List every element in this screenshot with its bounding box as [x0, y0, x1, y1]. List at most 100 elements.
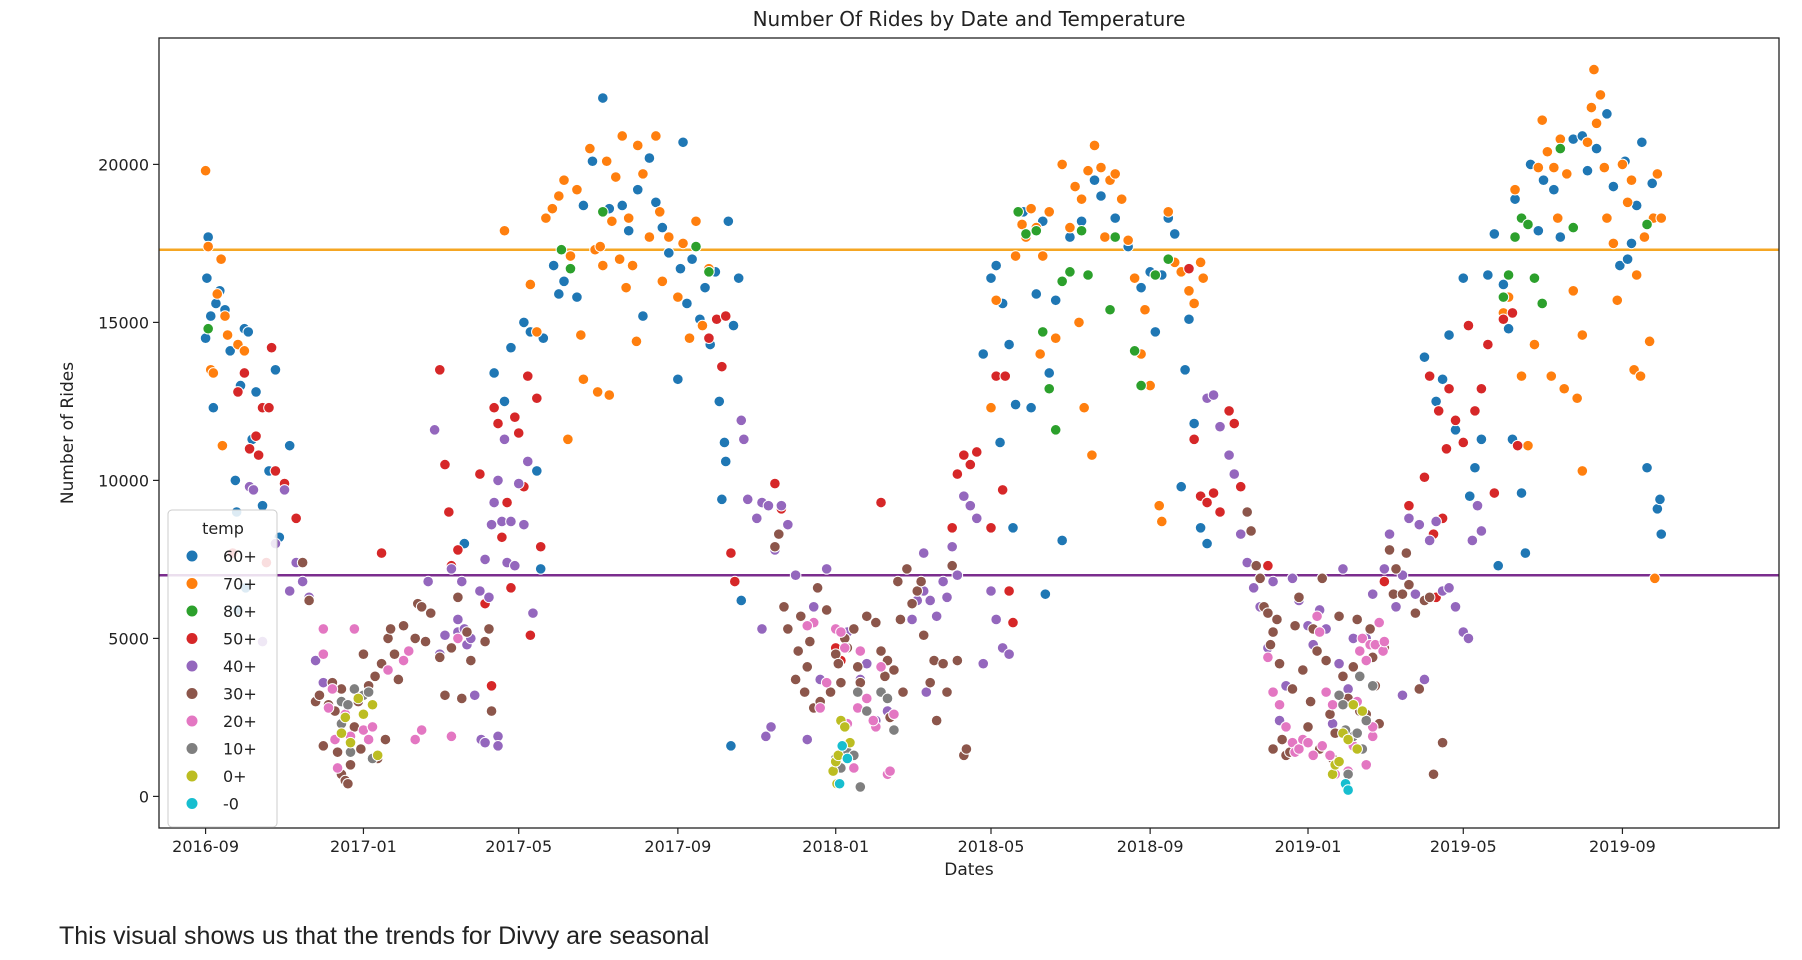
- data-point: [1175, 480, 1188, 493]
- data-point: [888, 724, 900, 736]
- data-point: [958, 490, 970, 503]
- data-point: [439, 629, 451, 642]
- data-point: [1536, 114, 1549, 126]
- y-tick-label: 0: [139, 787, 149, 806]
- legend-marker: [185, 549, 199, 563]
- data-point: [1409, 588, 1422, 600]
- data-point: [1188, 417, 1200, 430]
- data-point: [564, 262, 577, 275]
- data-point: [750, 512, 763, 525]
- data-point: [199, 332, 212, 345]
- data-point: [488, 367, 500, 379]
- data-point: [683, 332, 696, 345]
- data-point: [804, 635, 816, 648]
- data-point: [232, 386, 244, 398]
- data-point: [586, 155, 599, 168]
- data-point: [1576, 329, 1589, 341]
- data-point: [807, 601, 820, 613]
- data-point: [562, 433, 574, 446]
- legend-label: 20+: [223, 712, 257, 731]
- legend-label: 50+: [223, 630, 257, 649]
- data-point: [1153, 499, 1166, 512]
- data-point: [1307, 749, 1319, 762]
- data-point: [1326, 768, 1339, 781]
- data-point: [1430, 395, 1442, 408]
- data-point: [772, 528, 785, 540]
- data-point: [1009, 398, 1022, 411]
- y-axis: 0 5000 10000 15000 20000: [98, 155, 159, 806]
- data-point: [970, 512, 983, 525]
- data-point: [521, 370, 534, 382]
- legend-label: 60+: [223, 547, 257, 566]
- data-point: [384, 623, 397, 635]
- data-point: [1262, 651, 1274, 664]
- data-point: [1353, 645, 1366, 657]
- data-point: [402, 645, 415, 657]
- data-point: [924, 594, 936, 607]
- data-point: [851, 661, 864, 673]
- data-point: [269, 364, 282, 376]
- data-point: [1012, 206, 1024, 218]
- data-point: [937, 575, 949, 588]
- data-point: [860, 705, 873, 717]
- data-point: [1128, 272, 1141, 284]
- data-point: [512, 427, 525, 439]
- data-point: [238, 367, 251, 379]
- data-point: [1149, 326, 1162, 338]
- data-point: [445, 563, 458, 575]
- data-point: [505, 341, 517, 354]
- data-point: [1347, 661, 1360, 673]
- data-point: [571, 183, 583, 196]
- data-point: [1095, 161, 1107, 174]
- data-point: [1351, 727, 1363, 740]
- data-point: [1509, 231, 1521, 243]
- data-point: [820, 563, 833, 575]
- data-point: [1245, 525, 1257, 537]
- data-point: [392, 673, 405, 686]
- data-point: [1353, 670, 1366, 683]
- data-point: [1122, 234, 1134, 247]
- data-point: [1560, 168, 1573, 180]
- data-point: [238, 345, 251, 357]
- data-point: [445, 730, 458, 743]
- data-point: [339, 711, 352, 724]
- data-point: [571, 291, 583, 303]
- data-point: [1449, 601, 1462, 613]
- data-point: [1342, 768, 1354, 781]
- data-point: [474, 585, 486, 597]
- data-point: [512, 477, 525, 490]
- data-point: [643, 231, 656, 243]
- data-point: [1056, 534, 1068, 547]
- data-point: [348, 623, 361, 635]
- data-point: [1311, 610, 1323, 623]
- data-point: [941, 686, 953, 698]
- data-point: [1457, 436, 1470, 449]
- data-point: [1337, 698, 1349, 711]
- data-point: [555, 243, 568, 256]
- data-point: [1509, 183, 1521, 196]
- data-point: [1267, 743, 1279, 755]
- data-point: [1409, 607, 1422, 619]
- data-point: [388, 648, 401, 661]
- data-point: [1043, 382, 1056, 395]
- data-point: [1030, 224, 1043, 237]
- data-point: [1443, 382, 1455, 395]
- data-point: [735, 594, 748, 607]
- data-point: [686, 253, 698, 266]
- data-point: [375, 547, 388, 559]
- data-point: [1515, 487, 1528, 499]
- x-tick-label: 2019-01: [1275, 837, 1342, 856]
- data-point: [498, 395, 511, 408]
- data-point: [1430, 515, 1442, 528]
- data-point: [1625, 174, 1638, 186]
- data-point: [1475, 525, 1488, 537]
- data-point: [1457, 272, 1470, 284]
- data-point: [1351, 613, 1363, 626]
- data-point: [397, 654, 410, 667]
- data-point: [498, 224, 511, 237]
- data-point: [250, 386, 262, 398]
- data-point: [789, 673, 802, 686]
- legend-label: 10+: [223, 740, 257, 759]
- data-point: [492, 417, 504, 430]
